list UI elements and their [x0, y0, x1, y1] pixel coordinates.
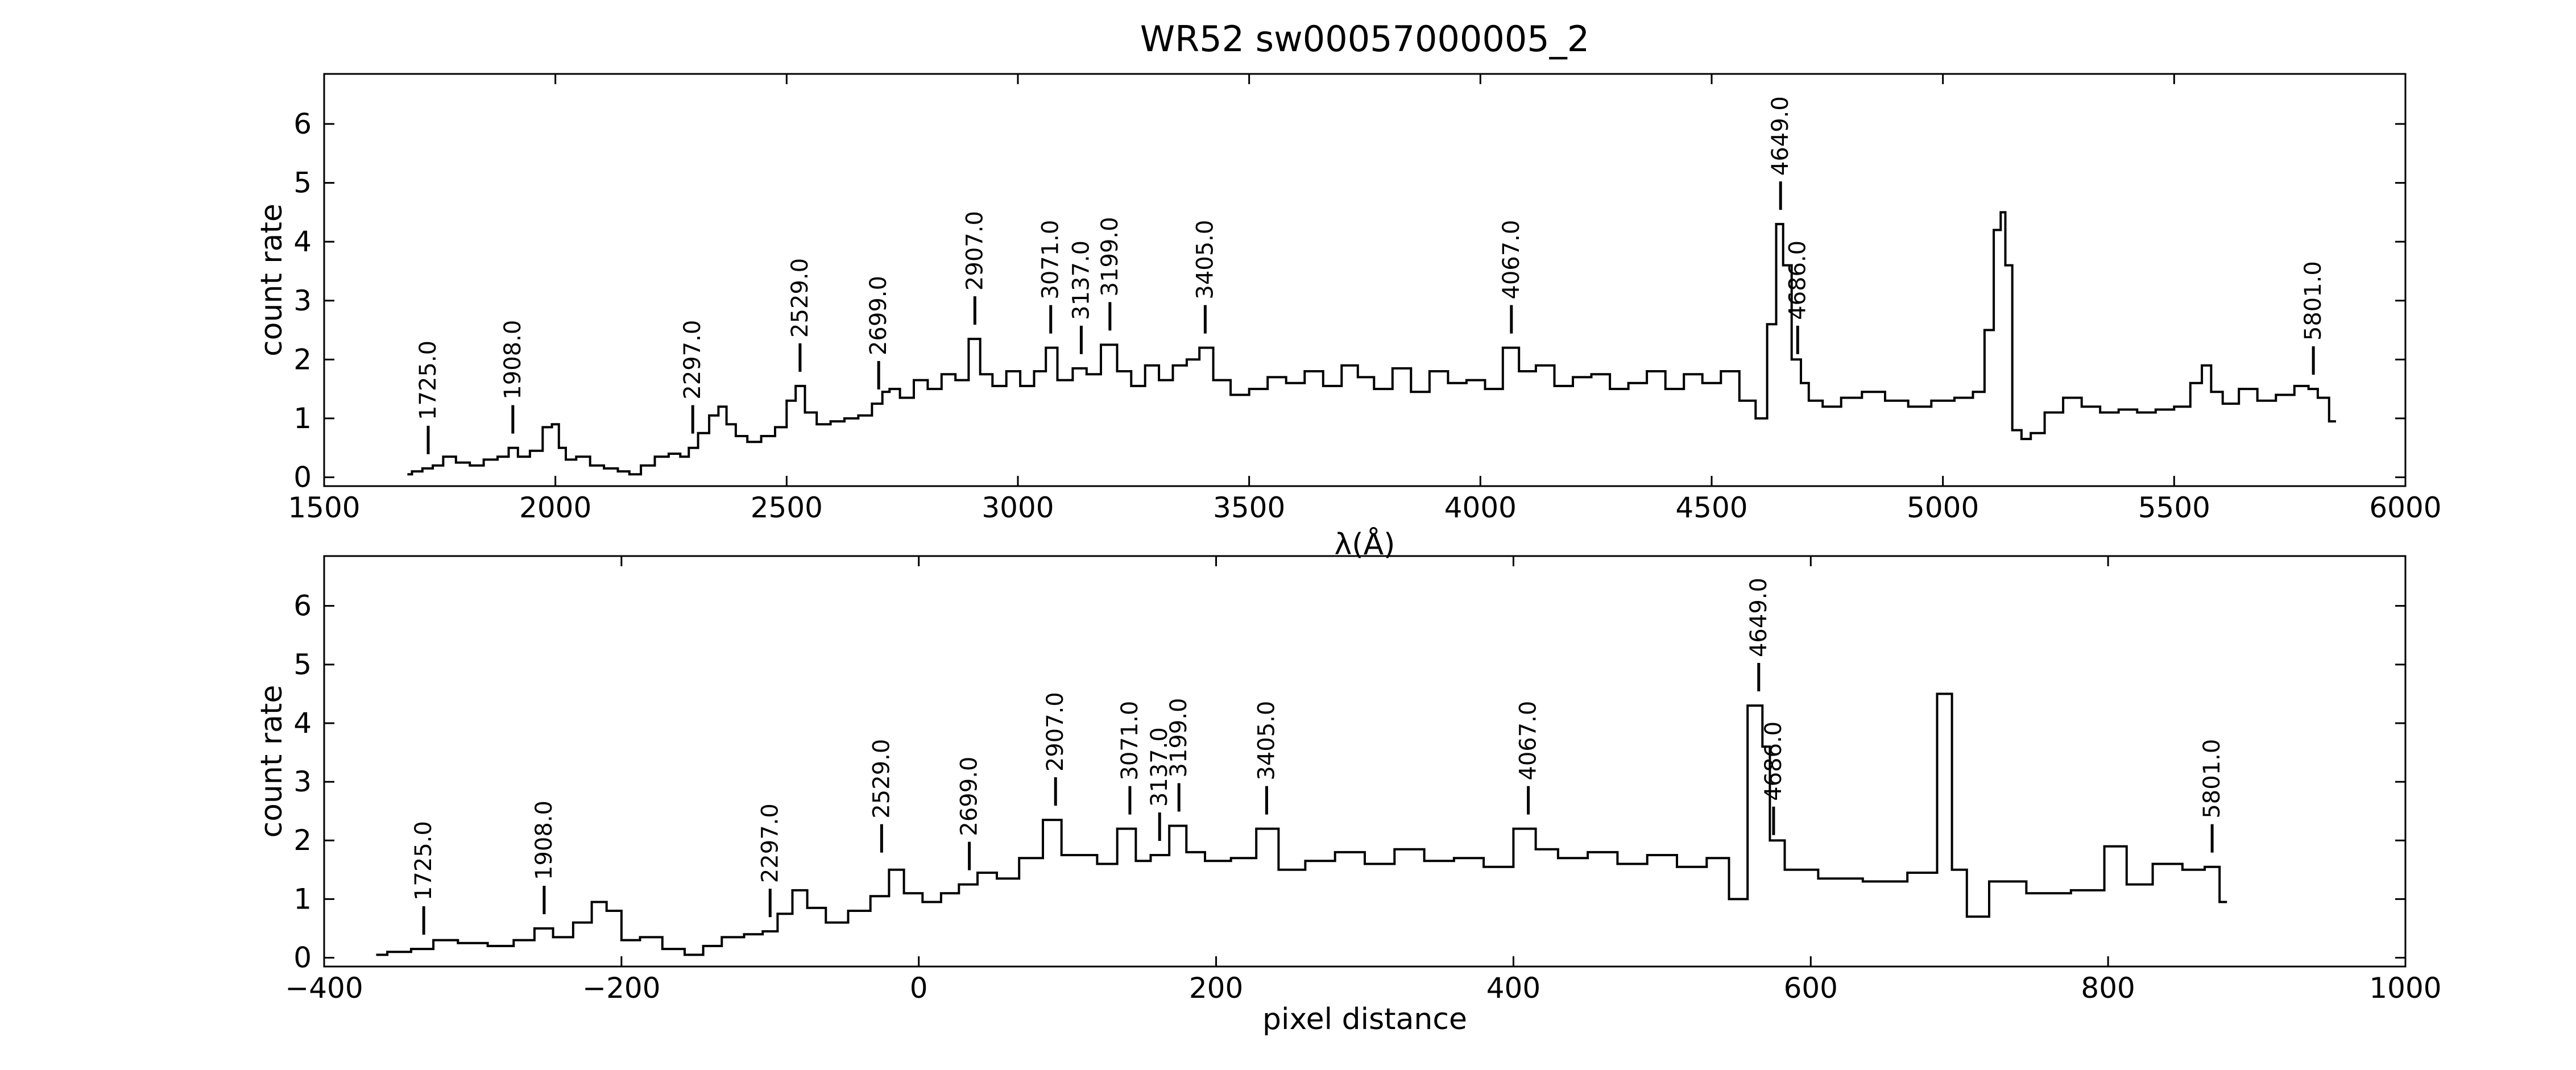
spectrum-line [376, 692, 2227, 956]
line-id-label: 1908.0 [531, 801, 557, 880]
x-tick-label: 4000 [1444, 491, 1517, 524]
x-tick-label: 5000 [1907, 491, 1979, 524]
y-tick-label: 6 [293, 107, 312, 140]
line-id-label: 2529.0 [868, 739, 894, 819]
x-tick-label: 2500 [751, 491, 823, 524]
x-axis-label: pixel distance [1262, 1002, 1467, 1036]
line-id-label: 4686.0 [1784, 240, 1811, 320]
axes-frame [323, 555, 2407, 968]
x-tick-label: 5500 [2138, 491, 2210, 524]
x-tick-label: 3000 [981, 491, 1054, 524]
line-id-label: 4649.0 [1746, 578, 1772, 657]
y-axis-label: count rate [255, 204, 289, 356]
line-id-label: 4067.0 [1515, 701, 1542, 781]
line-id-label: 1725.0 [411, 821, 437, 901]
line-id-label: 1725.0 [415, 341, 441, 420]
line-id-label: 1908.0 [500, 320, 526, 400]
y-tick-label: 5 [293, 167, 312, 200]
line-id-label: 2529.0 [787, 258, 813, 338]
line-id-label: 4067.0 [1498, 220, 1525, 300]
y-tick-label: 3 [293, 765, 312, 798]
line-id-label: 4686.0 [1761, 721, 1787, 801]
line-id-label: 3405.0 [1192, 220, 1218, 300]
x-tick-label: −400 [285, 972, 363, 1005]
line-id-label: 3137.0 [1146, 727, 1173, 807]
line-id-label: 2297.0 [680, 320, 706, 400]
x-tick-label: 4500 [1675, 491, 1747, 524]
y-tick-label: 0 [293, 461, 312, 493]
axes-frame [323, 73, 2407, 487]
x-tick-label: 800 [2081, 972, 2135, 1005]
line-id-label: 3199.0 [1097, 217, 1123, 296]
line-id-label: 2699.0 [865, 276, 892, 355]
y-tick-label: 5 [293, 648, 312, 681]
chart-panel-1: 1500 2000 2500 3000 3500 4000 4500 5000 5500 6000… [255, 73, 2442, 562]
line-id-label: 5801.0 [2199, 739, 2225, 819]
chart-panel-2: −400 −200 0 200 400 600 800 1000 0 1 2 3 4 5 6 pixel di… [255, 555, 2442, 1036]
figure-title: WR52 sw00057000005_2 [1140, 18, 1589, 60]
line-id-label: 3405.0 [1253, 701, 1279, 781]
y-tick-label: 2 [293, 343, 312, 376]
y-tick-label: 1 [293, 402, 312, 435]
y-tick-label: 1 [293, 882, 312, 915]
x-tick-label: 1000 [2369, 972, 2441, 1005]
x-tick-label: 0 [910, 972, 928, 1005]
x-tick-label: 200 [1189, 972, 1243, 1005]
y-tick-label: 0 [293, 942, 312, 974]
spectrum-line [407, 211, 2336, 476]
line-id-label: 5801.0 [2300, 261, 2326, 341]
line-id-label: 2907.0 [962, 211, 988, 291]
y-tick-label: 4 [293, 225, 312, 258]
line-id-label: 2699.0 [956, 757, 983, 836]
y-axis-label: count rate [255, 685, 289, 838]
x-tick-label: 600 [1784, 972, 1838, 1005]
x-tick-label: 400 [1486, 972, 1540, 1005]
y-tick-label: 3 [293, 284, 312, 317]
line-id-label: 2297.0 [757, 803, 783, 883]
x-tick-label: 1500 [288, 491, 360, 524]
x-tick-label: −200 [582, 972, 660, 1005]
line-id-label: 3071.0 [1117, 701, 1143, 781]
x-tick-label: 6000 [2369, 491, 2441, 524]
line-id-label: 4649.0 [1767, 96, 1794, 176]
line-id-label: 3137.0 [1068, 240, 1094, 320]
line-id-label: 3199.0 [1166, 698, 1192, 777]
x-tick-label: 3500 [1213, 491, 1285, 524]
y-tick-label: 4 [293, 707, 312, 740]
y-tick-label: 2 [293, 824, 312, 857]
y-tick-label: 6 [293, 590, 312, 623]
x-tick-label: 2000 [519, 491, 591, 524]
line-id-label: 3071.0 [1038, 220, 1064, 300]
line-id-label: 2907.0 [1042, 692, 1068, 772]
